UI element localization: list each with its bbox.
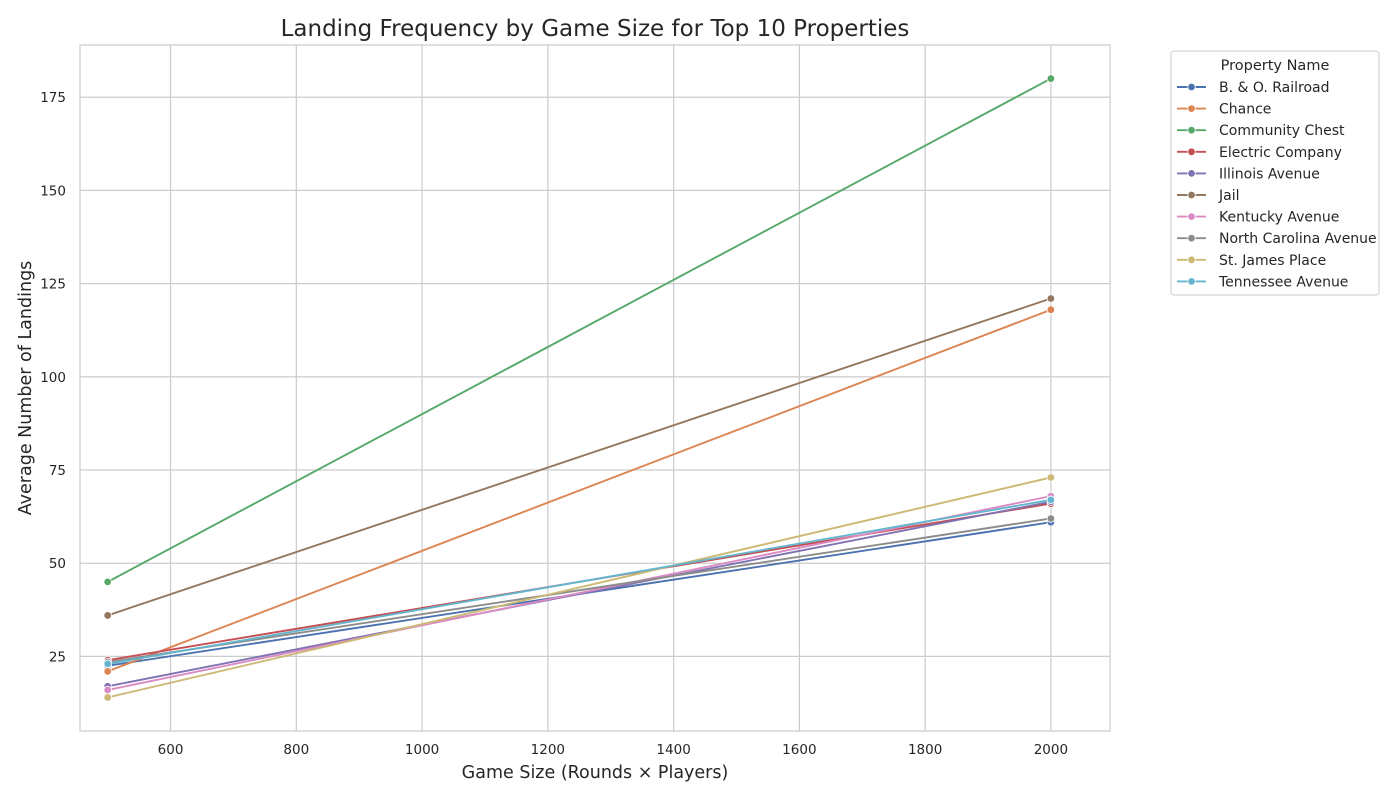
legend-marker: [1187, 277, 1196, 286]
legend-box: [1170, 50, 1380, 296]
legend-marker: [1187, 190, 1196, 200]
data-point: [1046, 294, 1056, 303]
data-point: [1046, 514, 1056, 523]
data-point: [103, 577, 112, 587]
series-lines: [103, 74, 1056, 702]
series-line: [107, 476, 1052, 699]
data-point: [103, 611, 112, 620]
legend-label: St. James Place: [1219, 253, 1326, 269]
y-tick-label: 75: [49, 463, 66, 479]
y-tick-label: 150: [40, 183, 66, 199]
series-line: [107, 517, 1052, 663]
x-axis-label: Game Size (Rounds × Players): [462, 763, 729, 783]
legend: Property Name B. & O. Railroad Chance Comm…: [1170, 50, 1380, 296]
x-tick-label: 1000: [405, 742, 439, 758]
legend-label: North Carolina Avenue: [1219, 231, 1377, 247]
y-tick-label: 100: [40, 370, 66, 386]
series-line: [107, 495, 1052, 691]
legend-label: Tennessee Avenue: [1218, 274, 1348, 290]
x-tick-label: 1800: [908, 742, 942, 758]
data-point: [1046, 305, 1056, 314]
y-tick-label: 175: [40, 90, 66, 106]
legend-marker: [1187, 147, 1196, 156]
y-tick-label: 25: [49, 649, 66, 665]
gridlines: [80, 45, 1110, 731]
legend-marker: [1187, 169, 1196, 178]
x-tick-label: 1600: [782, 742, 816, 758]
x-tick-label: 2000: [1034, 742, 1068, 758]
legend-label: B. & O. Railroad: [1219, 80, 1329, 96]
data-point: [1046, 74, 1056, 83]
chart-title: Landing Frequency by Game Size for Top 1…: [281, 16, 910, 42]
legend-label: Chance: [1219, 102, 1271, 118]
legend-label: Kentucky Avenue: [1219, 210, 1339, 226]
x-tick-label: 800: [283, 742, 309, 758]
data-point: [103, 667, 112, 676]
legend-marker: [1187, 82, 1196, 92]
x-tick-label: 1200: [531, 742, 565, 758]
x-tick-label: 600: [158, 742, 184, 758]
legend-items: B. & O. Railroad Chance Community Chest Ele…: [1177, 80, 1377, 290]
y-tick-label: 50: [49, 556, 66, 572]
y-axis-label: Average Number of Landings: [16, 261, 36, 516]
legend-marker: [1187, 233, 1196, 243]
series-line: [107, 297, 1052, 617]
tick-labels: 600 800 1000 1200 1400 1600 1800 2000 25 50 75 100 1…: [40, 90, 1068, 758]
legend-marker: [1187, 255, 1196, 264]
series-line: [107, 308, 1052, 673]
legend-marker: [1187, 125, 1196, 135]
plot-frame: [79, 44, 1111, 732]
legend-title: Property Name: [1221, 58, 1330, 74]
legend-marker: [1187, 104, 1196, 113]
data-point: [103, 693, 112, 702]
data-point: [1046, 473, 1056, 482]
series-line: [107, 77, 1052, 583]
series-line: [107, 498, 1052, 665]
data-point: [1046, 495, 1056, 505]
data-point: [103, 685, 112, 695]
legend-label: Illinois Avenue: [1219, 166, 1320, 182]
data-point: [103, 659, 112, 669]
legend-label: Jail: [1218, 188, 1240, 204]
legend-marker: [1187, 212, 1196, 221]
y-tick-label: 125: [40, 277, 66, 293]
legend-label: Community Chest: [1219, 123, 1345, 139]
legend-label: Electric Company: [1219, 145, 1342, 161]
x-tick-label: 1400: [656, 742, 690, 758]
